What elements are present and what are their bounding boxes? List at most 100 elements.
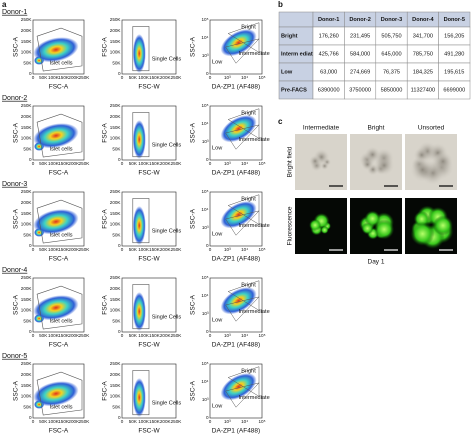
x-tick-label: 200K	[68, 419, 80, 424]
y-tick-label: 50K	[112, 232, 121, 237]
y-axis-label: SSC-A	[190, 380, 197, 401]
gate-label: Intermediate	[239, 309, 270, 315]
table-cell-text: 184,325	[413, 69, 433, 75]
y-tick-label: 150K	[110, 211, 122, 216]
y-tick-label: 10⁴	[201, 35, 208, 40]
gate-label: Single Cells	[152, 56, 182, 62]
y-tick-label: 10⁵	[201, 103, 208, 108]
gate-label: Islet cells	[50, 405, 73, 411]
x-tick-label: 250K	[171, 333, 183, 338]
y-tick-label: 200K	[21, 372, 33, 377]
y-tick-label: 150K	[21, 39, 33, 44]
y-tick-label: 100K	[110, 308, 122, 313]
table-cell-text: 491,280	[444, 51, 464, 57]
x-tick-label: 0	[121, 247, 124, 252]
x-tick-label: 50K	[129, 419, 138, 424]
gate-label: Bright	[241, 283, 256, 289]
y-tick-label: 10³	[202, 139, 209, 144]
density	[33, 27, 83, 72]
y-tick-label: 0	[206, 71, 209, 76]
density	[33, 113, 83, 158]
x-axis-label: DA-ZP1 (AF488)	[212, 84, 260, 91]
x-tick-label: 0	[32, 75, 35, 80]
y-tick-label: 100K	[110, 394, 122, 399]
gate-label: Islet cells	[50, 233, 73, 239]
table-cell-text: 425,766	[319, 51, 339, 57]
y-tick-label: 200K	[110, 286, 122, 291]
cell-cluster	[361, 158, 374, 171]
gate-label: Low	[212, 404, 223, 410]
cell-cluster	[410, 157, 435, 182]
x-tick-label: 10⁵	[258, 333, 265, 338]
gate-label: Low	[212, 318, 223, 324]
y-tick-label: 150K	[110, 383, 122, 388]
y-tick-label: 100K	[110, 50, 122, 55]
table-cell-text: 76,375	[383, 69, 400, 75]
table-cell-text: 195,615	[444, 69, 464, 75]
table-cell-text: Bright	[281, 33, 298, 39]
y-axis-label: SSC-A	[13, 36, 20, 57]
x-axis-label: FSC-W	[138, 84, 160, 91]
gate-label: Islet cells	[50, 61, 73, 67]
density	[132, 284, 150, 331]
x-tick-label: 0	[32, 161, 35, 166]
x-tick-label: 200K	[160, 75, 172, 80]
fluorescent-cluster	[410, 221, 435, 246]
density-blob	[220, 201, 257, 229]
density-blob	[220, 115, 257, 143]
table-cell-text: 176,260	[319, 33, 339, 39]
x-tick-label: 100K	[48, 161, 60, 166]
column-label: Bright	[368, 125, 385, 132]
x-tick-label: 10⁴	[241, 333, 248, 338]
micrograph	[295, 134, 347, 190]
table-cell-text: 6699000	[443, 87, 465, 93]
x-tick-label: 100K	[138, 75, 150, 80]
gate-label: Single Cells	[152, 228, 182, 234]
y-tick-label: 200K	[21, 114, 33, 119]
y-tick-label: 150K	[110, 39, 122, 44]
x-tick-label: 10³	[224, 333, 231, 338]
y-tick-label: 50K	[23, 404, 32, 409]
density-blob	[34, 400, 45, 409]
table-header: Donor-1	[318, 17, 339, 23]
gate	[132, 370, 150, 416]
density	[132, 112, 150, 159]
y-tick-label: 0	[206, 329, 209, 334]
gate-label: Intermediate	[239, 395, 270, 401]
micrograph	[405, 198, 457, 254]
x-tick-label: 0	[121, 333, 124, 338]
y-tick-label: 0	[29, 329, 32, 334]
x-tick-label: 50K	[39, 75, 48, 80]
x-tick-label: 200K	[68, 161, 80, 166]
fluorescent-cluster	[320, 225, 329, 234]
column-label: Intermediate	[303, 125, 340, 132]
y-tick-label: 10³	[202, 397, 209, 402]
x-axis-label: FSC-A	[49, 428, 69, 435]
x-tick-label: 50K	[39, 419, 48, 424]
micrograph	[295, 198, 347, 254]
y-tick-label: 0	[206, 157, 209, 162]
y-tick-label: 250K	[110, 361, 122, 366]
table-cell-text: 5850000	[381, 87, 403, 93]
cell-cluster	[320, 161, 329, 170]
y-tick-label: 50K	[112, 146, 121, 151]
x-tick-label: 50K	[129, 247, 138, 252]
y-tick-label: 50K	[23, 146, 32, 151]
table-header: Donor-4	[412, 17, 434, 23]
density	[33, 285, 83, 330]
x-tick-label: 10³	[224, 419, 231, 424]
x-tick-label: 200K	[68, 247, 80, 252]
table-cell-text: 274,669	[350, 69, 370, 75]
y-tick-label: 0	[29, 415, 32, 420]
x-tick-label: 200K	[160, 161, 172, 166]
donor-label: Donor-2	[2, 95, 27, 102]
y-tick-label: 100K	[21, 136, 33, 141]
x-tick-label: 150K	[58, 161, 70, 166]
gate-label: Single Cells	[152, 400, 182, 406]
y-tick-label: 0	[206, 415, 209, 420]
x-tick-label: 10⁴	[241, 75, 248, 80]
y-tick-label: 0	[118, 243, 121, 248]
y-tick-label: 10³	[202, 311, 209, 316]
gate	[36, 371, 83, 416]
